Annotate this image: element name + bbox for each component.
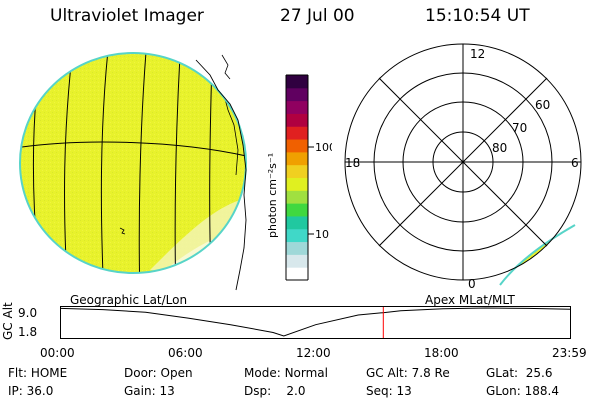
altitude-plot-frame	[60, 306, 571, 339]
mode-status: Mode: Normal	[244, 366, 328, 380]
time-label: 15:10:54 UT	[425, 6, 530, 26]
colorbar-unit-label: photon cm⁻²s⁻¹	[266, 153, 279, 238]
colorbar-segment	[286, 75, 308, 89]
gc-alt-axis-label: GC Alt	[1, 302, 15, 340]
colorbar-segment	[286, 267, 308, 281]
mlat-label-80: 80	[492, 141, 507, 155]
app-title: Ultraviolet Imager	[50, 6, 204, 26]
colorbar-segment	[286, 100, 308, 114]
colorbar-segment	[286, 113, 308, 127]
gcalt-status: GC Alt: 7.8 Re	[366, 366, 450, 380]
x-tick-1800: 18:00	[424, 346, 459, 360]
colorbar-segment	[286, 151, 308, 166]
colorbar-segment	[286, 139, 308, 153]
colorbar-tick-10: 10	[315, 228, 329, 241]
x-tick-2359: 23:59	[552, 346, 587, 360]
mlt-label-0: 0	[468, 277, 476, 290]
dsp-status: Dsp: 2.0	[244, 384, 306, 398]
mlat-label-60: 60	[535, 98, 550, 112]
y-tick-top: 9.0	[18, 306, 38, 320]
x-tick-1200: 12:00	[296, 346, 331, 360]
altitude-plot	[60, 306, 571, 339]
polar-emission	[495, 225, 581, 280]
coastline	[195, 59, 247, 291]
mlt-label-6: 6	[571, 156, 579, 170]
glat-status: GLat: 25.6	[486, 366, 553, 380]
emission-disk	[20, 53, 246, 273]
geographic-label: Geographic Lat/Lon	[70, 293, 188, 307]
colorbar-segment	[286, 215, 308, 230]
glon-status: GLon: 188.4	[486, 384, 559, 398]
mlt-label-18: 18	[345, 156, 360, 170]
mlt-label-12: 12	[470, 47, 485, 61]
disk-edge	[19, 52, 247, 274]
apex-label: Apex MLat/MLT	[425, 293, 515, 307]
colorbar-segment	[286, 241, 308, 255]
mlat-label-70: 70	[512, 121, 527, 135]
colorbar-segment	[286, 203, 308, 217]
altitude-curve	[60, 307, 571, 337]
colorbar-tick-100: 100	[315, 141, 332, 154]
y-tick-bottom: 1.8	[18, 325, 38, 339]
colorbar-segment	[286, 190, 308, 204]
colorbar-segment	[286, 164, 308, 178]
geographic-image	[19, 52, 247, 291]
date-label: 27 Jul 00	[280, 6, 355, 26]
gain-status: Gain: 13	[124, 384, 175, 398]
colorbar-segment	[286, 254, 308, 268]
colorbar-segment	[286, 126, 308, 140]
seq-status: Seq: 13	[366, 384, 412, 398]
flt-status: Flt: HOME	[8, 366, 68, 380]
x-tick-0000: 00:00	[40, 346, 75, 360]
x-tick-0600: 06:00	[168, 346, 203, 360]
ip-status: IP: 36.0	[8, 384, 54, 398]
polar-plot: 12 18 6 0 60 70 80	[344, 43, 582, 290]
door-status: Door: Open	[124, 366, 193, 380]
colorbar-segment	[286, 87, 308, 102]
colorbar: 100 10 photon cm⁻²s⁻¹	[266, 74, 332, 281]
colorbar-segment	[286, 177, 308, 191]
colorbar-segment	[286, 228, 308, 243]
